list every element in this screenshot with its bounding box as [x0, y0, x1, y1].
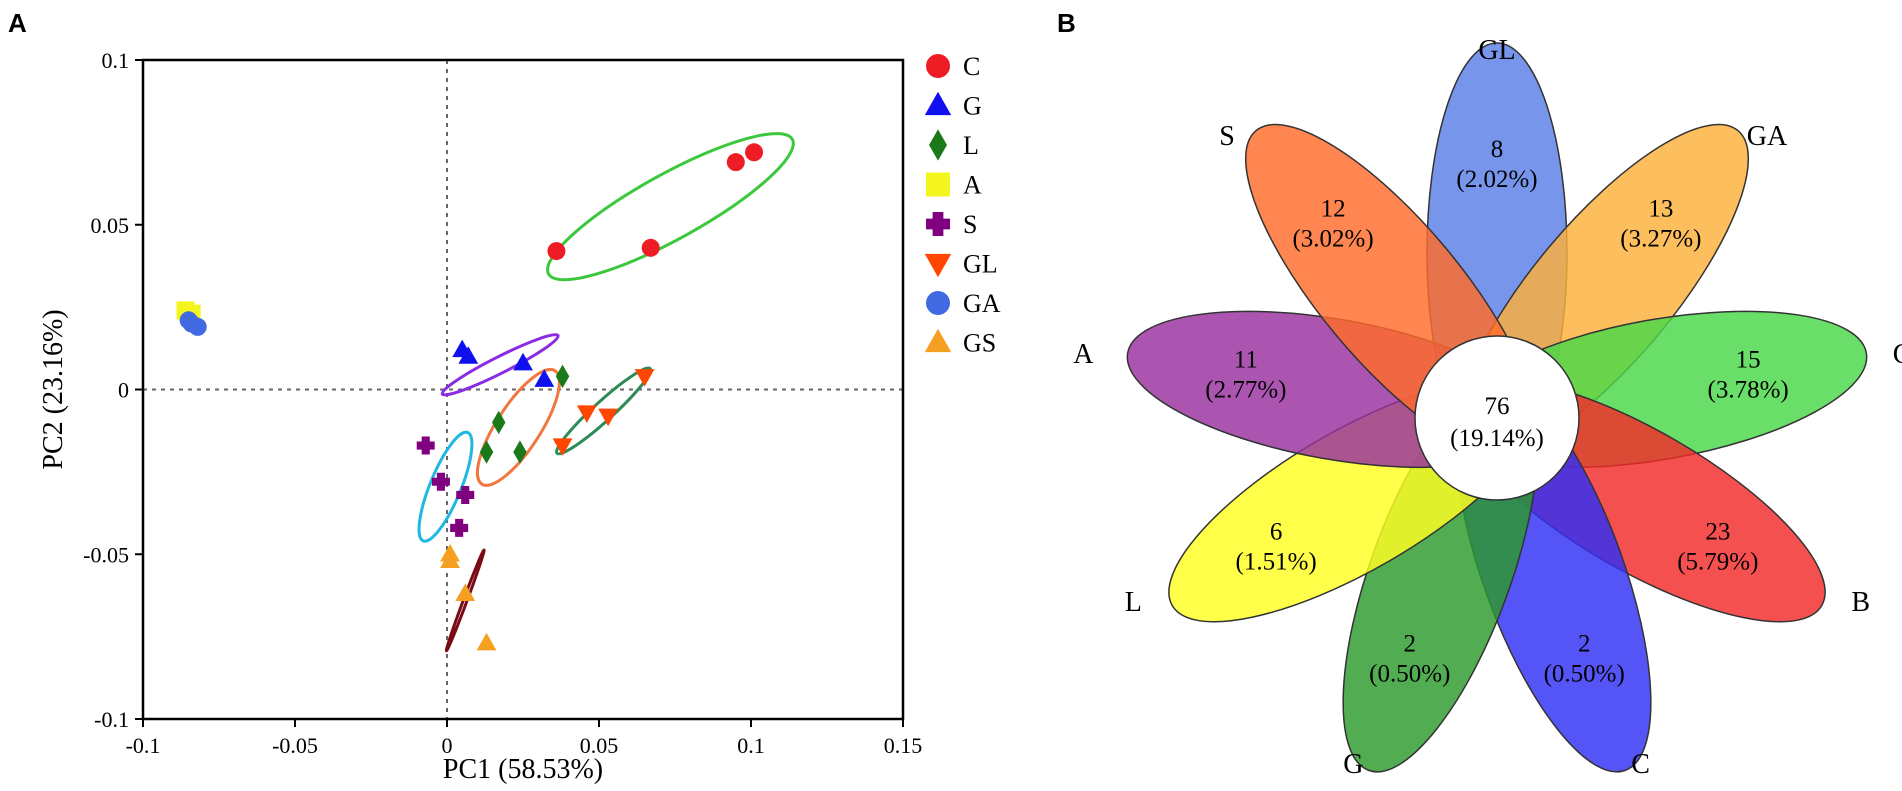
point-s [416, 436, 435, 455]
petal-percent-b: (5.79%) [1677, 549, 1758, 576]
point-g [513, 352, 533, 371]
venn-center-circle [1414, 335, 1580, 501]
y-tick-label: -0.05 [83, 542, 129, 567]
point-g [534, 369, 555, 387]
x-tick-label: 0.1 [737, 733, 765, 758]
point-gs [476, 632, 497, 651]
petal-value-gl: 8 [1491, 136, 1504, 163]
petal-value-l: 6 [1270, 519, 1283, 546]
legend-label-g: G [963, 92, 982, 121]
point-gs [440, 550, 460, 569]
point-s [456, 485, 475, 504]
legend-marker-gl [924, 253, 952, 278]
legend-marker-c [926, 54, 950, 78]
ellipse-c [546, 132, 795, 282]
flower-venn-diagram: 8(2.02%)GL13(3.27%)GA15(3.78%)GS23(5.79%… [1073, 35, 1902, 780]
point-s [431, 472, 450, 491]
petal-name-s: S [1219, 121, 1235, 152]
point-ga [182, 314, 201, 333]
petal-percent-s: (3.02%) [1292, 226, 1373, 253]
point-c [745, 143, 764, 162]
petal-percent-gl: (2.02%) [1456, 166, 1537, 193]
pca-scatter-plot: -0.1 -0.05 0 0.05 0.1 0.15 -0.1 -0.05 0 0.05 0.1 P… [38, 48, 1001, 785]
confidence-ellipses [417, 132, 795, 653]
petal-value-gs: 15 [1736, 347, 1761, 374]
y-tick-label: 0.05 [91, 213, 130, 238]
petal-percent-c: (0.50%) [1544, 661, 1625, 688]
venn-center-percent: (19.14%) [1450, 425, 1544, 452]
petal-name-gl: GL [1478, 35, 1515, 66]
point-s [450, 518, 469, 537]
x-tick-label: -0.1 [126, 733, 161, 758]
petal-value-b: 23 [1705, 519, 1730, 546]
point-l [555, 364, 570, 389]
petal-value-a: 11 [1234, 347, 1258, 374]
petal-name-gs: GS [1893, 339, 1902, 370]
point-c [726, 153, 745, 172]
ellipse-l [475, 367, 561, 487]
petal-name-l: L [1125, 587, 1142, 618]
legend-marker-ga [926, 291, 950, 315]
legend-label-s: S [963, 210, 977, 239]
ellipse-g [440, 333, 560, 397]
reference-lines [143, 60, 903, 719]
point-gs [455, 583, 476, 601]
y-tick-label: 0.1 [102, 48, 130, 73]
x-axis-title: PC1 (58.53%) [443, 754, 603, 785]
point-l [491, 410, 506, 435]
petal-name-c: C [1631, 749, 1650, 780]
petal-value-ga: 13 [1648, 196, 1673, 223]
axis-ticks: -0.1 -0.05 0 0.05 0.1 0.15 -0.1 -0.05 0 0.05 0.1 [83, 48, 922, 758]
point-gl [552, 438, 573, 456]
legend-marker-gs [924, 328, 952, 353]
x-tick-label: 0.15 [884, 733, 923, 758]
legend-marker-l [929, 129, 947, 161]
petal-value-c: 2 [1578, 631, 1591, 658]
legend-label-ga: GA [963, 289, 1001, 318]
legend-marker-g [924, 91, 952, 116]
y-tick-label: 0 [118, 378, 129, 403]
petal-value-g: 2 [1404, 631, 1417, 658]
y-axis-title: PC2 (23.16%) [38, 309, 69, 469]
x-tick-label: 0.05 [580, 733, 619, 758]
petal-name-b: B [1851, 587, 1870, 618]
data-points [176, 143, 764, 651]
panel-b-label: B [1057, 8, 1076, 38]
panel-a-label: A [8, 8, 27, 38]
legend-marker-a [926, 172, 950, 197]
y-tick-label: -0.1 [94, 707, 129, 732]
point-g [458, 346, 479, 364]
petal-percent-l: (1.51%) [1236, 549, 1317, 576]
legend-label-gs: GS [963, 329, 996, 358]
point-gl [576, 405, 597, 423]
x-tick-label: 0 [442, 733, 453, 758]
venn-labels: 8(2.02%)GL13(3.27%)GA15(3.78%)GS23(5.79%… [1073, 35, 1902, 780]
petal-percent-a: (2.77%) [1205, 377, 1286, 404]
x-tick-label: -0.05 [272, 733, 318, 758]
venn-center-value: 76 [1485, 393, 1510, 420]
legend-marker-s [926, 212, 950, 237]
point-gl [634, 369, 655, 387]
petal-name-ga: GA [1747, 121, 1788, 152]
legend-label-gl: GL [963, 250, 998, 279]
point-c [547, 242, 566, 261]
petal-name-g: G [1343, 749, 1363, 780]
legend-label-a: A [963, 171, 982, 200]
petal-percent-gs: (3.78%) [1708, 377, 1789, 404]
petal-percent-ga: (3.27%) [1620, 226, 1701, 253]
petal-value-s: 12 [1321, 196, 1346, 223]
petal-name-a: A [1073, 339, 1094, 370]
point-gl [598, 408, 619, 427]
point-l [513, 440, 527, 464]
legend-label-c: C [963, 52, 980, 81]
point-c [641, 238, 660, 257]
petal-percent-g: (0.50%) [1369, 661, 1450, 688]
point-l [479, 440, 494, 464]
legend-label-l: L [963, 131, 979, 160]
